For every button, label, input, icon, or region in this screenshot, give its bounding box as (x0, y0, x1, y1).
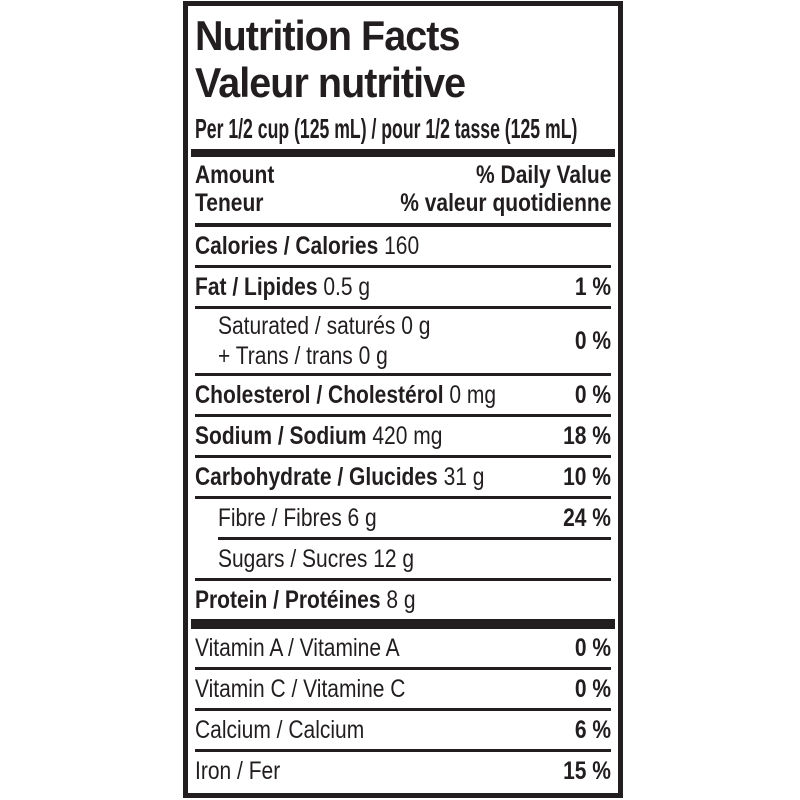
nutrient-name-fat: Fat / Lipides 0.5 g (195, 273, 371, 301)
daily-value-column-label: % Daily Value % valeur quotidienne (400, 161, 611, 217)
nutrient-row-carbohydrate: Carbohydrate / Glucides 31 g 10 % (188, 458, 618, 496)
daily-value-percent-sodium: 18 % (563, 422, 611, 450)
row-divider-carbohydrate (195, 455, 611, 458)
row-divider-fibre (195, 496, 611, 499)
nutrient-row-sugars: Sugars / Sucres 12 g (188, 540, 618, 578)
nutrient-name-sugars: Sugars / Sucres 12 g (218, 545, 415, 573)
daily-value-percent-vitamin-a: 0 % (574, 634, 611, 662)
amount-label-fr: Teneur (195, 189, 264, 217)
nutrient-name-calcium: Calcium / Calcium (195, 716, 365, 744)
row-divider-calcium (195, 708, 611, 711)
title-english: Nutrition Facts (195, 12, 460, 59)
nutrient-row-vitamin-a: Vitamin A / Vitamine A 0 % (188, 629, 618, 667)
row-divider-saturated-trans (195, 306, 611, 309)
nutrient-rows: Calories / Calories 160 Fat / Lipides 0.5… (188, 227, 618, 619)
daily-value-percent-fibre: 24 % (563, 504, 611, 532)
nutrient-row-saturated-trans: Saturated / saturés 0 g + Trans / trans 0… (188, 309, 618, 373)
row-divider-fat (195, 265, 611, 268)
nutrient-name-protein: Protein / Protéines 8 g (195, 586, 416, 614)
daily-value-percent-saturated-trans: 0 % (574, 327, 611, 355)
nutrient-name-carbohydrate: Carbohydrate / Glucides 31 g (195, 463, 485, 491)
daily-value-percent-cholesterol: 0 % (574, 381, 611, 409)
nutrient-name-cholesterol: Cholesterol / Cholestérol 0 mg (195, 381, 497, 409)
nutrient-row-calories: Calories / Calories 160 (188, 227, 618, 265)
nutrient-row-fibre: Fibre / Fibres 6 g 24 % (188, 499, 618, 537)
daily-value-percent-vitamin-c: 0 % (574, 675, 611, 703)
row-divider-sugars (218, 537, 611, 540)
row-divider-cholesterol (195, 373, 611, 376)
daily-value-percent-iron: 15 % (563, 757, 611, 785)
column-header-divider (195, 223, 611, 227)
daily-value-percent-fat: 1 % (574, 273, 611, 301)
nutrient-row-iron: Iron / Fer 15 % (188, 752, 618, 790)
label-header: Nutrition Facts Valeur nutritive Per 1/2… (188, 6, 618, 149)
nutrient-row-protein: Protein / Protéines 8 g (188, 581, 618, 619)
row-divider-iron (195, 749, 611, 752)
nutrient-name-fibre: Fibre / Fibres 6 g (218, 504, 377, 532)
nutrient-name-iron: Iron / Fer (195, 757, 281, 785)
nutrient-row-fat: Fat / Lipides 0.5 g 1 % (188, 268, 618, 306)
nutrient-name-sodium: Sodium / Sodium 420 mg (195, 422, 443, 450)
row-divider-vitamin-c (195, 667, 611, 670)
nutrient-row-vitamin-c: Vitamin C / Vitamine C 0 % (188, 670, 618, 708)
nutrient-row-calcium: Calcium / Calcium 6 % (188, 711, 618, 749)
nutrient-row-cholesterol: Cholesterol / Cholestérol 0 mg 0 % (188, 376, 618, 414)
thick-divider-top (191, 149, 615, 157)
thick-divider-bottom (191, 619, 615, 629)
row-divider-sodium (195, 414, 611, 417)
nutrient-name-vitamin-a: Vitamin A / Vitamine A (195, 634, 400, 662)
serving-size: Per 1/2 cup (125 mL) / pour 1/2 tasse (1… (195, 113, 578, 144)
nutrition-facts-label: Nutrition Facts Valeur nutritive Per 1/2… (183, 1, 623, 798)
nutrient-name-calories: Calories / Calories 160 (195, 232, 420, 260)
nutrient-name-saturated-trans: Saturated / saturés 0 g + Trans / trans 0… (218, 312, 431, 370)
nutrient-row-sodium: Sodium / Sodium 420 mg 18 % (188, 417, 618, 455)
amount-column-label: Amount Teneur (195, 161, 274, 217)
row-divider-protein (195, 578, 611, 581)
nutrient-name-vitamin-c: Vitamin C / Vitamine C (195, 675, 406, 703)
column-header: Amount Teneur % Daily Value % valeur quo… (188, 157, 618, 223)
daily-value-label-en: % Daily Value (475, 161, 611, 189)
daily-value-percent-carbohydrate: 10 % (563, 463, 611, 491)
daily-value-label-fr: % valeur quotidienne (399, 189, 611, 217)
title-french: Valeur nutritive (195, 59, 466, 106)
amount-label-en: Amount (195, 161, 275, 189)
daily-value-percent-calcium: 6 % (574, 716, 611, 744)
